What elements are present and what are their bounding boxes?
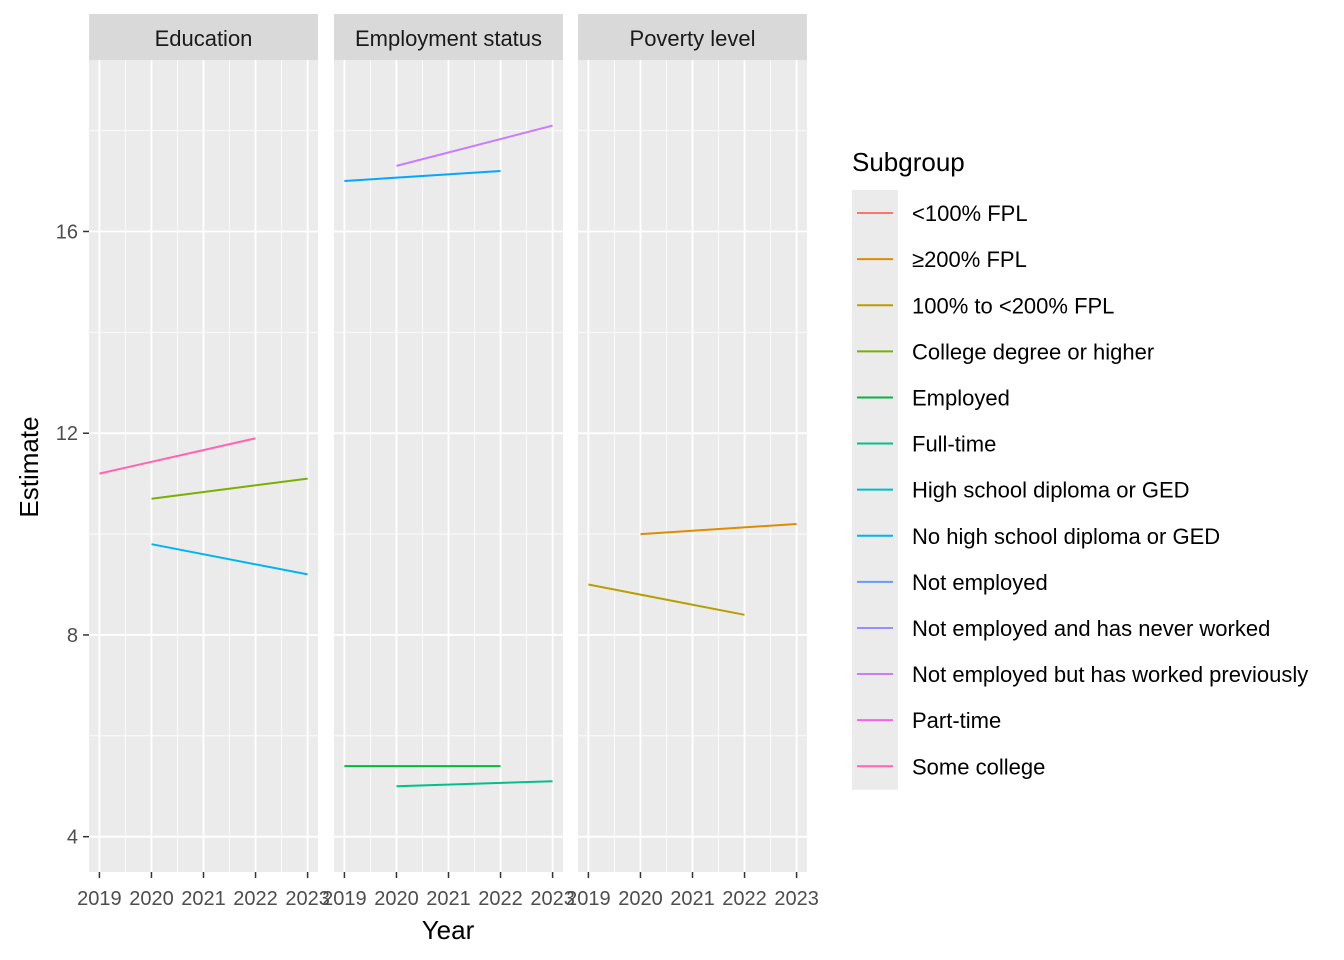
facet-strip-label: Poverty level: [630, 26, 756, 51]
legend-label: <100% FPL: [912, 201, 1028, 226]
legend-label: Not employed but has worked previously: [912, 662, 1308, 687]
legend-label: High school diploma or GED: [912, 478, 1190, 503]
x-tick-label: 2023: [530, 888, 575, 910]
x-tick-label: 2019: [77, 888, 122, 910]
legend-label: Some college: [912, 754, 1045, 779]
x-tick-label: 2020: [618, 888, 663, 910]
legend-label: College degree or higher: [912, 339, 1154, 364]
y-axis-title: Estimate: [14, 416, 44, 517]
facet-strip: [578, 14, 807, 60]
x-tick-label: 2020: [129, 888, 174, 910]
x-tick-label: 2021: [670, 888, 715, 910]
facet-strip-label: Education: [155, 26, 253, 51]
x-tick-label: 2022: [233, 888, 278, 910]
panel-poverty-level: Poverty level 2019 2020 2021 2022 2023: [566, 14, 819, 910]
legend-label: No high school diploma or GED: [912, 524, 1220, 549]
y-tick-label: 8: [67, 625, 78, 647]
legend-item-no-high-school-diploma-or-ged: No high school diploma or GED: [852, 512, 1220, 560]
x-tick-label: 2022: [478, 888, 523, 910]
x-tick-label: 2021: [181, 888, 226, 910]
panel-education: Education 2019 2020 2021 2022 2023: [77, 14, 330, 910]
legend-label: Not employed and has never worked: [912, 616, 1270, 641]
legend-item-part-time: Part-time: [852, 697, 1001, 744]
facet-strip: [89, 14, 318, 60]
legend: Subgroup <100% FPL ≥200% FPL 100% to <200%…: [852, 147, 1308, 790]
legend-label: Not employed: [912, 570, 1048, 595]
series-line-some-college: [99, 437, 256, 475]
legend-label: Part-time: [912, 708, 1001, 733]
facet-strip: [334, 14, 563, 60]
legend-title: Subgroup: [852, 147, 965, 177]
y-axis: 4 8 12 16: [56, 221, 89, 849]
legend-item-high-school-diploma-or-ged: High school diploma or GED: [852, 466, 1190, 514]
x-tick-label: 2021: [426, 888, 471, 910]
legend-label: ≥200% FPL: [912, 247, 1027, 272]
legend-item-employed: Employed: [852, 374, 1010, 421]
series-line-no-high-school-diploma-or-ged: [151, 543, 308, 576]
legend-label: Employed: [912, 385, 1010, 410]
legend-item-college-degree-or-higher: College degree or higher: [852, 328, 1154, 375]
x-tick-label: 2023: [774, 888, 819, 910]
series-line-full-time: [396, 780, 553, 788]
legend-item-not-employed-but-has-worked-previously: Not employed but has worked previously: [852, 651, 1308, 698]
y-tick-label: 16: [56, 221, 78, 243]
x-axis-title: Year: [422, 915, 475, 945]
series-line-not-employed-but-has-worked-previously: [396, 124, 553, 167]
series-line-200-fpl: [640, 523, 797, 536]
x-tick-label: 2022: [722, 888, 767, 910]
x-tick-label: 2019: [566, 888, 611, 910]
legend-item-100-fpl: <100% FPL: [852, 190, 1028, 237]
x-tick-label: 2019: [322, 888, 367, 910]
series-line-college-degree-or-higher: [151, 477, 308, 500]
legend-label: Full-time: [912, 432, 996, 457]
y-tick-label: 4: [67, 827, 78, 849]
legend-item-some-college: Some college: [852, 743, 1045, 790]
x-tick-label: 2023: [285, 888, 330, 910]
legend-item-not-employed-and-has-never-worked: Not employed and has never worked: [852, 604, 1270, 652]
legend-item-full-time: Full-time: [852, 420, 996, 468]
y-tick-label: 12: [56, 423, 78, 445]
legend-item-100-to-200-fpl: 100% to <200% FPL: [852, 282, 1114, 329]
x-tick-label: 2020: [374, 888, 419, 910]
panel-employment-status: Employment status 2019 2020 2021 2022 2023: [322, 14, 575, 910]
series-line-not-employed: [344, 170, 501, 182]
legend-label: 100% to <200% FPL: [912, 293, 1114, 318]
facet-strip-label: Employment status: [355, 26, 542, 51]
series-line-100-to-200-fpl: [588, 583, 745, 616]
legend-item-200-fpl: ≥200% FPL: [852, 236, 1027, 283]
legend-item-not-employed: Not employed: [852, 558, 1048, 606]
